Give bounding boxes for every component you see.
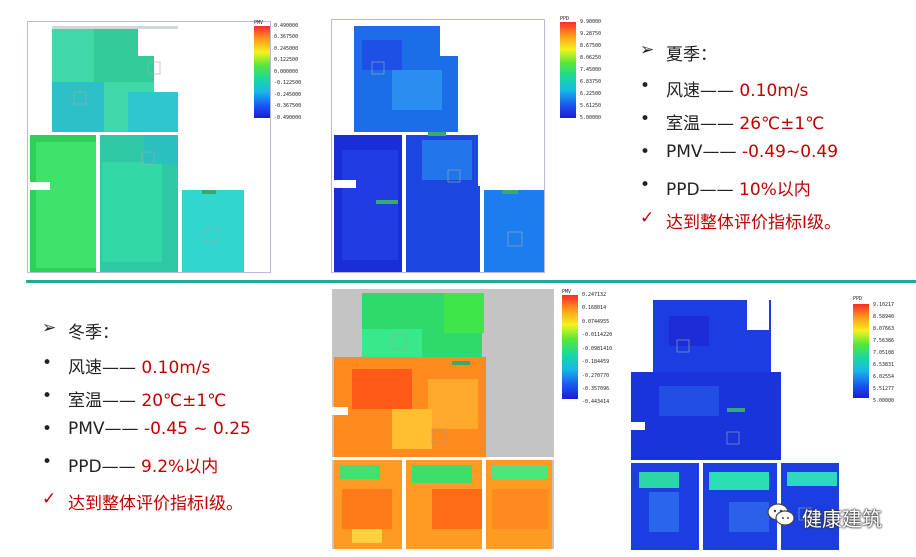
scale-tick: 5.51277 xyxy=(873,386,895,392)
arrow-bullet-icon: ➢ xyxy=(42,318,57,338)
scale-tick: 8.06250 xyxy=(580,55,602,61)
scale-tick: 6.22500 xyxy=(580,91,602,97)
dot-bullet-icon: • xyxy=(640,142,651,162)
wechat-watermark: 健康建筑 xyxy=(766,502,882,532)
item-value: -0.49~0.49 xyxy=(741,142,839,162)
scale-tick: 9.10217 xyxy=(873,302,895,308)
arrow-bullet-icon: ➢ xyxy=(640,40,655,60)
summer-ppd-floorplan xyxy=(332,20,544,272)
scale-tick: 6.02554 xyxy=(873,374,895,380)
scale-tick: -0.367500 xyxy=(274,103,302,109)
scale-tick: 0.245000 xyxy=(274,46,299,52)
item-label: PPD—— xyxy=(666,180,734,200)
scale-tick: -0.245000 xyxy=(274,92,302,98)
scale-tick: -0.184459 xyxy=(582,359,610,365)
scale-tick: 8.07663 xyxy=(873,326,895,332)
item-value: 20℃±1℃ xyxy=(141,391,227,411)
check-icon: ✓ xyxy=(640,208,655,228)
scale-tick: -0.122500 xyxy=(274,80,302,86)
item-value: 26℃±1℃ xyxy=(739,114,825,134)
dot-bullet-icon: • xyxy=(42,419,53,439)
scale-title: PPD xyxy=(853,296,863,302)
winter-ppd-plot: PPD 9.10217 8.58940 8.07663 7.56386 7.05… xyxy=(629,296,894,550)
scale-tick: -0.490000 xyxy=(274,115,302,121)
item-value: -0.45 ~ 0.25 xyxy=(143,419,251,439)
scale-tick: 0.247132 xyxy=(582,292,607,298)
scale-tick: 7.05108 xyxy=(873,350,895,356)
winter-pmv-floorplan xyxy=(332,289,554,549)
scale-tick: 0.122500 xyxy=(274,57,299,63)
item-value: 0.10m/s xyxy=(739,81,809,101)
scale-tick: 5.61250 xyxy=(580,103,602,109)
summer-summary: ➢ 夏季： • 风速—— 0.10m/s • 室温—— 26℃±1℃ • PMV… xyxy=(640,40,910,240)
scale-tick: 5.00000 xyxy=(580,115,602,121)
item-label: 室温—— xyxy=(68,391,136,411)
scale-tick: 9.90000 xyxy=(580,19,602,25)
dot-bullet-icon: • xyxy=(640,109,651,129)
scale-tick: 9.28750 xyxy=(580,31,602,37)
scale-title: PMV xyxy=(254,20,264,26)
scale-tick: 8.58940 xyxy=(873,314,895,320)
winter-pmv-plot: PMV 0.247132 0.168014 0.0744955 -0.01142… xyxy=(332,289,612,549)
scale-tick: 0.367500 xyxy=(274,34,299,40)
item-label: PPD—— xyxy=(68,457,136,477)
scale-tick: 0.490000 xyxy=(274,23,299,29)
scale-bar xyxy=(254,26,270,118)
item-label: 风速—— xyxy=(666,81,734,101)
item-label: 风速—— xyxy=(68,358,136,378)
check-icon: ✓ xyxy=(42,489,57,509)
item-label: PMV—— xyxy=(666,142,737,162)
summer-conclusion-text: 达到整体评价指标Ⅰ级。 xyxy=(666,213,842,233)
scale-tick: -0.270770 xyxy=(582,373,610,379)
section-divider xyxy=(26,280,916,283)
scale-tick: 0.000000 xyxy=(274,69,299,75)
scale-tick: -0.443414 xyxy=(582,399,610,405)
scale-tick: -0.0114220 xyxy=(582,332,613,338)
scale-tick: 6.83750 xyxy=(580,79,602,85)
scale-title: PPD xyxy=(560,16,570,22)
scale-tick: 6.53831 xyxy=(873,362,895,368)
scale-tick: 0.0744955 xyxy=(582,319,610,325)
dot-bullet-icon: • xyxy=(42,452,53,472)
summer-pmv-floorplan xyxy=(28,22,244,272)
item-label: PMV—— xyxy=(68,419,139,439)
dot-bullet-icon: • xyxy=(640,175,651,195)
winter-summary: ➢ 冬季： • 风速—— 0.10m/s • 室温—— 20℃±1℃ • PMV… xyxy=(42,318,332,518)
item-value: 10%以内 xyxy=(739,180,811,200)
winter-heading-text: 冬季： xyxy=(68,323,119,343)
summer-pmv-plot: PMV 0.490000 0.367500 0.245000 0.122500 … xyxy=(27,20,301,273)
item-label: 室温—— xyxy=(666,114,734,134)
dot-bullet-icon: • xyxy=(42,353,53,373)
scale-tick: -0.357096 xyxy=(582,386,610,392)
summer-heading-text: 夏季： xyxy=(666,45,717,65)
item-value: 0.10m/s xyxy=(141,358,211,378)
scale-bar xyxy=(562,295,578,399)
scale-tick: 0.168014 xyxy=(582,305,607,311)
scale-bar xyxy=(560,22,576,118)
scale-tick: 5.00000 xyxy=(873,398,895,404)
watermark-text: 健康建筑 xyxy=(802,506,882,531)
winter-ppd-floorplan xyxy=(629,296,841,550)
summer-ppd-plot: PPD 9.90000 9.28750 8.67500 8.06250 7.45… xyxy=(331,16,601,273)
winter-conclusion-text: 达到整体评价指标Ⅰ级。 xyxy=(68,494,244,514)
scale-tick: -0.0981410 xyxy=(582,346,613,352)
scale-tick: 7.56386 xyxy=(873,338,895,344)
dot-bullet-icon: • xyxy=(42,386,53,406)
scale-bar xyxy=(853,304,869,398)
scale-title: PMV xyxy=(562,289,572,295)
item-value: 9.2%以内 xyxy=(141,457,219,477)
dot-bullet-icon: • xyxy=(640,76,651,96)
scale-tick: 7.45000 xyxy=(580,67,602,73)
scale-tick: 8.67500 xyxy=(580,43,602,49)
wechat-icon xyxy=(766,502,796,533)
